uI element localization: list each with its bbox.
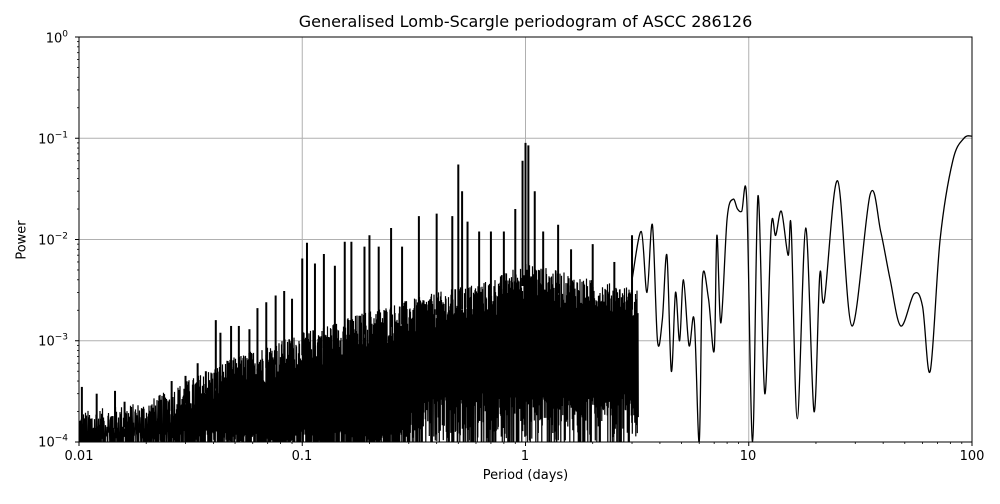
x-tick-label: 10 — [739, 449, 757, 464]
y-tick-label: 100 — [45, 29, 68, 47]
y-axis-label: Power — [14, 220, 30, 260]
y-tick-label: 10−2 — [38, 231, 68, 249]
y-tick-label: 10−1 — [38, 130, 68, 148]
x-tick-label: 1 — [520, 449, 530, 464]
periodogram-line — [79, 135, 972, 442]
x-tick-label: 0.1 — [291, 449, 313, 464]
y-tick-label: 10−4 — [38, 433, 68, 451]
y-tick-label: 10−3 — [38, 332, 68, 350]
chart-title: Generalised Lomb-Scargle periodogram of … — [298, 12, 753, 31]
x-tick-label: 0.01 — [64, 449, 94, 464]
x-axis-label: Period (days) — [482, 468, 569, 483]
x-tick-label: 100 — [959, 449, 985, 464]
